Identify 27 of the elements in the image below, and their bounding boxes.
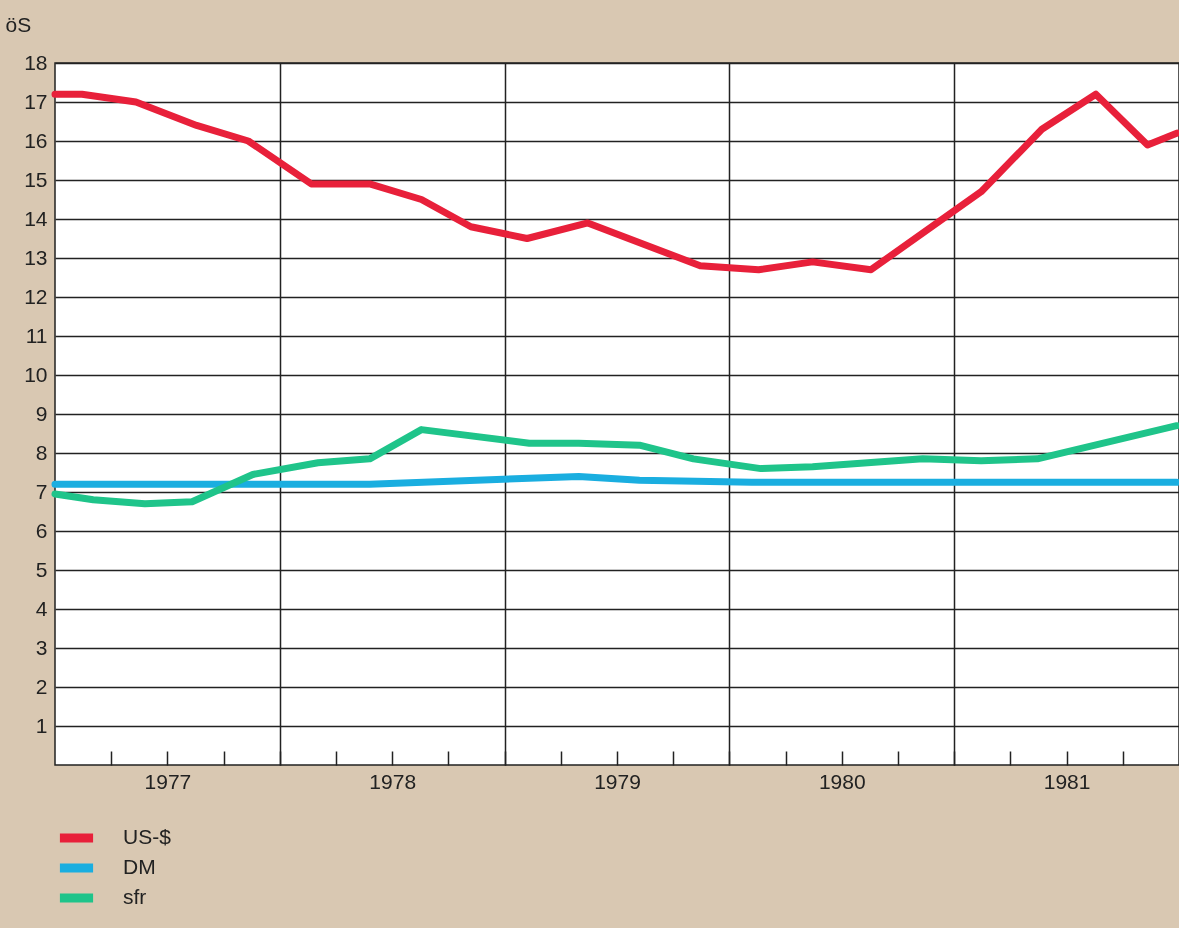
- y-tick-label: 5: [35, 557, 48, 581]
- y-tick-label: 12: [24, 284, 48, 308]
- x-tick-label: 1979: [594, 769, 641, 793]
- y-tick-label: 1: [35, 713, 48, 737]
- y-tick-label: 16: [24, 128, 48, 152]
- y-tick-label: 17: [24, 89, 48, 113]
- y-axis-title: öS: [5, 12, 32, 36]
- x-tick-label: 1977: [144, 769, 192, 793]
- y-tick-label: 8: [35, 440, 48, 464]
- y-tick-label: 11: [25, 323, 48, 347]
- x-tick-label: 1980: [818, 769, 866, 793]
- x-tick-label: 1981: [1043, 769, 1091, 793]
- y-tick-label: 7: [35, 479, 48, 503]
- y-tick-label: 9: [35, 401, 48, 425]
- y-tick-label: 13: [24, 245, 48, 269]
- legend-label: DM: [123, 855, 156, 878]
- y-tick-label: 3: [35, 635, 48, 659]
- y-tick-label: 15: [24, 167, 48, 191]
- y-tick-label: 6: [35, 518, 48, 542]
- y-tick-label: 14: [24, 206, 48, 230]
- y-tick-label: 2: [35, 674, 48, 698]
- x-tick-label: 1978: [369, 769, 417, 793]
- legend-label: US-$: [123, 825, 172, 848]
- y-tick-label: 18: [24, 50, 48, 74]
- y-tick-label: 10: [24, 362, 48, 386]
- legend-label: sfr: [123, 885, 147, 908]
- y-tick-label: 4: [35, 596, 48, 620]
